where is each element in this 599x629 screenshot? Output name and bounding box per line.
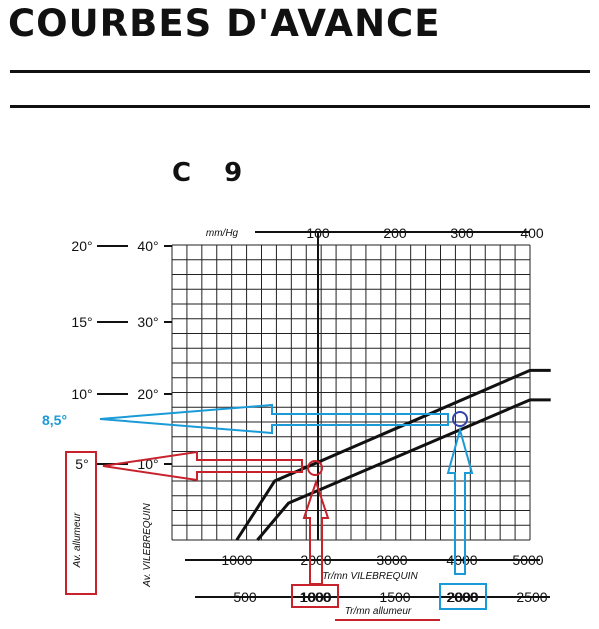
bottom-axis-2-label: Tr/mn allumeur bbox=[345, 606, 412, 617]
bottom-axis-1-label: Tr/mn VILEBREQUIN bbox=[322, 571, 418, 582]
top-axis-label: mm/Hg bbox=[206, 228, 239, 239]
left-inner-tick: 20° bbox=[137, 386, 158, 402]
series-line-1 bbox=[235, 368, 551, 541]
blue-value: 8,5° bbox=[42, 412, 67, 428]
red-circle bbox=[307, 460, 323, 476]
chart-label: C 9 bbox=[172, 158, 255, 188]
left-outer-tick: 5° bbox=[75, 456, 88, 472]
blue-rpm-box bbox=[439, 583, 487, 610]
left-outer-axis-label: Av. allumeur bbox=[72, 512, 83, 568]
chart-grid bbox=[171, 232, 531, 541]
bottom-axis-2-tick: 2000 bbox=[446, 589, 477, 605]
blue-up-arrow bbox=[446, 426, 474, 575]
left-outer-tick: 15° bbox=[71, 314, 92, 330]
top-axis-tick: 300 bbox=[450, 225, 474, 241]
bottom-axis-1-tick: 5000 bbox=[512, 552, 543, 568]
divider-top bbox=[10, 70, 590, 73]
bottom-axis-1-tick: 2000 bbox=[300, 552, 331, 568]
page-title: COURBES D'AVANCE bbox=[8, 2, 441, 45]
chart-annotations: 8,5° 2000 1000 bbox=[42, 403, 487, 621]
left-inner-tick: 40° bbox=[137, 238, 158, 254]
left-inner-tick: 30° bbox=[137, 314, 158, 330]
blue-circle bbox=[452, 411, 468, 427]
bottom-axis-2-tick: 2500 bbox=[516, 589, 547, 605]
red-rpm-box bbox=[291, 584, 339, 608]
left-outer-tick: 10° bbox=[71, 386, 92, 402]
top-axis-tick: 400 bbox=[520, 225, 544, 241]
blue-rpm: 2000 bbox=[447, 589, 478, 605]
blue-left-arrow bbox=[99, 403, 449, 435]
top-axis-tick: 200 bbox=[383, 225, 407, 241]
bottom-axis-2-tick: 500 bbox=[233, 589, 257, 605]
red-axis-box bbox=[65, 451, 97, 595]
series-line-2 bbox=[256, 398, 551, 541]
bottom-axis-1-tick: 4000 bbox=[446, 552, 477, 568]
left-outer-tick: 20° bbox=[71, 238, 92, 254]
red-left-arrow bbox=[102, 450, 303, 482]
bottom-axis-1-tick: 1000 bbox=[221, 552, 252, 568]
chart-series bbox=[235, 368, 551, 541]
chart-axes bbox=[97, 231, 550, 598]
red-rpm: 1000 bbox=[299, 589, 330, 605]
bottom-axis-1-tick: 3000 bbox=[376, 552, 407, 568]
divider-bottom bbox=[10, 105, 590, 108]
red-up-arrow bbox=[302, 478, 330, 585]
top-axis-tick: 100 bbox=[306, 225, 330, 241]
bottom-axis-2-tick: 1500 bbox=[379, 589, 410, 605]
bottom-axis-2-tick: 1000 bbox=[300, 589, 331, 605]
left-inner-axis-label: Av. VILEBREQUIN bbox=[142, 502, 153, 587]
